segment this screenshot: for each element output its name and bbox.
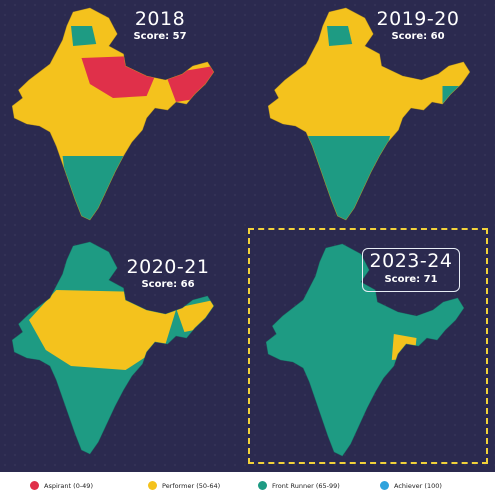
map-panel-2018: 2018 Score: 57 [0,0,248,228]
panel-year: 2020-21 [126,256,210,278]
legend: Aspirant (0-49) Performer (50-64) Front … [0,472,495,499]
legend-item-performer: Performer (50-64) [148,481,220,490]
legend-item-front-runner: Front Runner (65-99) [258,481,340,490]
india-map-2020-21 [11,241,215,455]
legend-item-achiever: Achiever (100) [380,481,442,490]
legend-label: Front Runner (65-99) [272,481,340,490]
legend-item-aspirant: Aspirant (0-49) [30,481,93,490]
panel-year: 2018 [134,8,186,30]
map-panel-2019-20: 2019-20 Score: 60 [248,0,495,228]
legend-swatch [380,481,389,490]
panel-year: 2019-20 [376,8,460,30]
india-map-2023-24 [265,243,465,457]
panel-score: Score: 60 [391,31,445,42]
legend-swatch [258,481,267,490]
legend-swatch [148,481,157,490]
legend-label: Achiever (100) [394,481,442,490]
legend-label: Aspirant (0-49) [44,481,93,490]
legend-swatch [30,481,39,490]
panel-score: Score: 66 [141,279,195,290]
legend-label: Performer (50-64) [162,481,221,490]
map-panel-2023-24 [248,228,495,472]
panel-score: Score: 57 [133,31,187,42]
panel-year: 2023-24 [369,250,453,272]
india-map-2018 [11,7,215,221]
current-year-box [362,248,460,292]
map-panel-2020-21: 2020-21 Score: 66 [0,228,248,472]
highlight-frame [248,228,488,464]
india-map-2019-20 [267,7,471,221]
panel-score: Score: 71 [384,274,438,285]
